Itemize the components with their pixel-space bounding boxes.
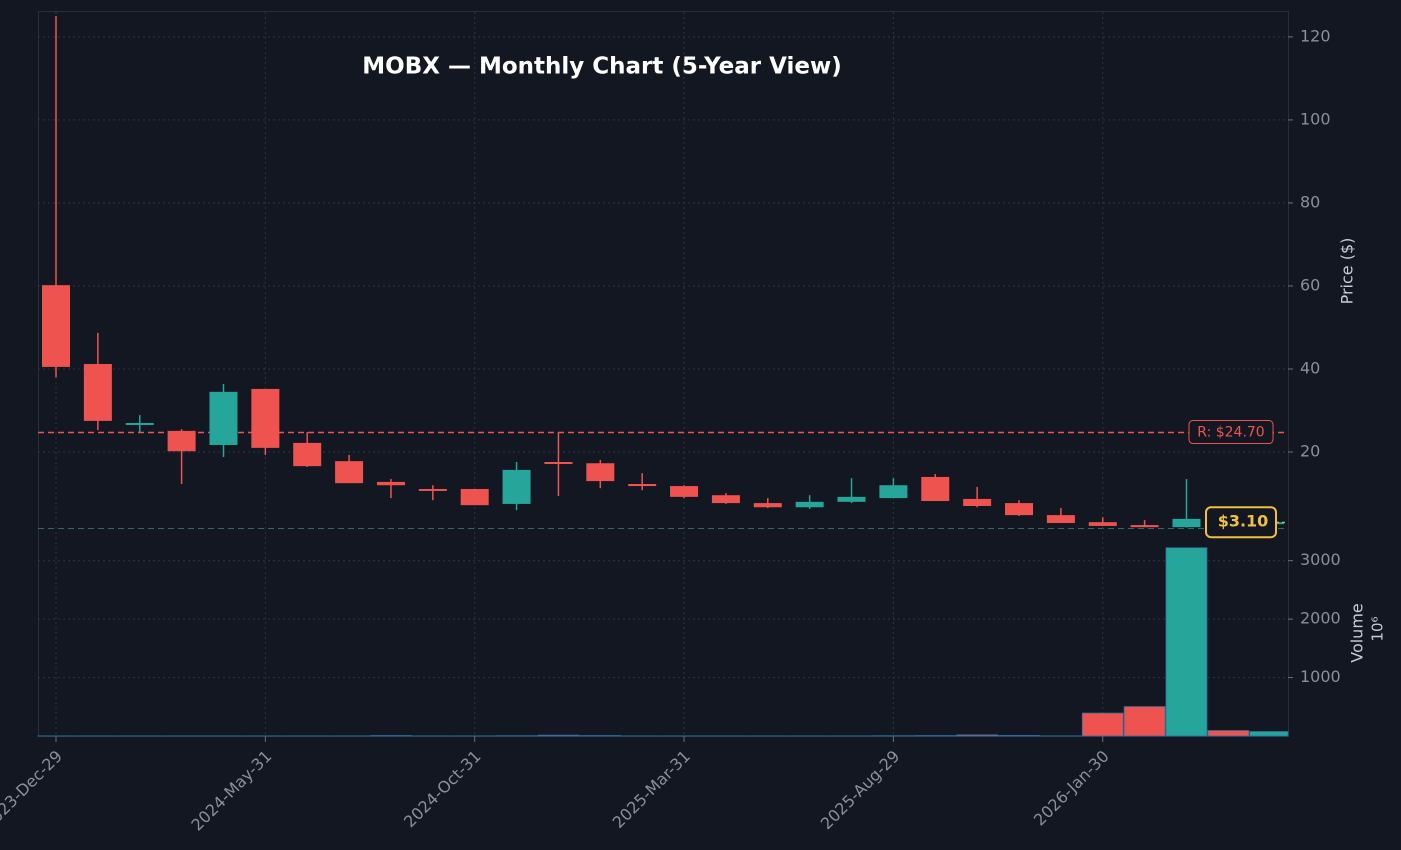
candle-body: [1172, 518, 1201, 528]
volume-bar: [1165, 547, 1208, 737]
y-tick-label: 20: [1300, 442, 1320, 461]
volume-bar: [1249, 731, 1289, 737]
volume-bar: [1081, 712, 1124, 737]
candle-body: [544, 461, 573, 464]
candle-body: [1046, 515, 1075, 524]
candle-body: [711, 495, 740, 504]
volume-tick-label: 1000: [1300, 667, 1341, 686]
volume-axis-label: Volume: [1348, 603, 1367, 663]
candle-body: [335, 461, 364, 484]
y-tick-label: 100: [1300, 109, 1331, 128]
candle-body: [753, 503, 782, 508]
candle-body: [670, 486, 699, 497]
y-tick-label: 120: [1300, 26, 1331, 45]
y-tick-label: 80: [1300, 192, 1320, 211]
candle-body: [42, 285, 70, 367]
volume-bar: [956, 734, 999, 737]
candle-body: [209, 391, 238, 445]
candle-body: [125, 422, 154, 425]
volume-bar: [998, 735, 1040, 737]
last-price-box: [1205, 506, 1277, 539]
candle-body: [1130, 525, 1159, 528]
y-tick-label: 40: [1300, 359, 1320, 378]
candle-body: [1088, 522, 1117, 526]
candle-body: [879, 485, 908, 499]
y-tick-label: 60: [1300, 275, 1320, 294]
last-price-label: $3.10: [1218, 512, 1269, 531]
candle-body: [460, 488, 489, 506]
volume-bar: [537, 734, 580, 737]
candle-body: [963, 498, 992, 506]
candle-body: [376, 481, 405, 486]
candle-body: [837, 496, 866, 502]
y-axis-label: Price ($): [1338, 238, 1357, 305]
candle-body: [167, 430, 196, 452]
candle-body: [251, 388, 280, 448]
candle-body: [83, 364, 112, 421]
volume-bar: [1207, 730, 1250, 737]
plot-frame: [38, 11, 1289, 737]
resistance-label: R: $24.70: [1197, 425, 1264, 441]
candle-body: [293, 442, 322, 467]
candle-body: [586, 463, 615, 482]
candle-body: [502, 469, 531, 504]
resistance-label-box: [1188, 420, 1274, 445]
volume-tick-label: 3000: [1300, 550, 1341, 569]
candle-body: [795, 501, 824, 508]
candle-body: [628, 483, 657, 487]
candle-body: [1005, 503, 1034, 516]
candle-body: [921, 476, 950, 502]
chart-title: MOBX — Monthly Chart (5-Year View): [362, 54, 842, 80]
volume-unit: 10⁶: [1369, 616, 1387, 641]
volume-bar: [1123, 706, 1166, 737]
volume-tick-label: 2000: [1300, 609, 1341, 628]
candle-body: [418, 488, 447, 491]
